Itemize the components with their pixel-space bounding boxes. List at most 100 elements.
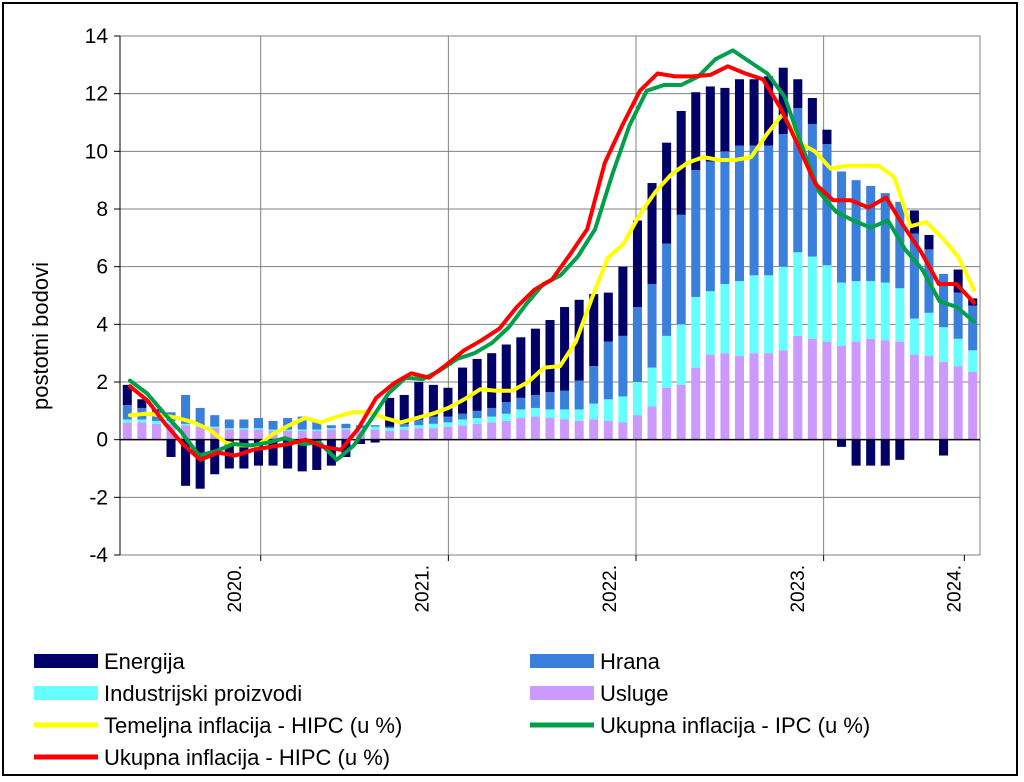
inflation-contributions-chart: -4 -2 0 2 4 6 8 10 12 14 2020. 2021. 2022. 2023. 2024…: [28, 25, 981, 770]
bar-energija: [909, 210, 919, 234]
bar-energija: [195, 439, 205, 489]
bar-usluge: [837, 345, 847, 440]
bar-hrana: [822, 144, 832, 266]
legend-swatch: [530, 686, 594, 700]
bar-usluge: [895, 341, 905, 440]
bar-industrijski-proizvodi: [501, 413, 511, 421]
x-tick-label: 2023.: [788, 565, 809, 613]
bar-hrana: [458, 413, 468, 420]
axes: [114, 35, 980, 561]
bar-industrijski-proizvodi: [122, 419, 132, 423]
bar-usluge: [720, 353, 730, 440]
bar-industrijski-proizvodi: [283, 429, 293, 432]
bar-usluge: [807, 338, 817, 440]
bar-usluge: [195, 426, 205, 440]
bar-energija: [428, 384, 438, 417]
y-tick-label: 2: [96, 371, 108, 394]
bar-usluge: [676, 384, 686, 440]
bar-industrijski-proizvodi: [355, 428, 366, 432]
bar-hrana: [530, 394, 540, 408]
bar-usluge: [443, 426, 453, 440]
bar-usluge: [516, 418, 526, 440]
bar-usluge: [589, 419, 599, 440]
legend-swatch: [34, 654, 98, 668]
bar-energija: [939, 439, 949, 456]
bar-industrijski-proizvodi: [880, 282, 890, 341]
bar-energija: [501, 344, 511, 403]
bar-hrana: [793, 108, 803, 253]
bar-energija: [924, 234, 934, 250]
bar-usluge: [414, 428, 424, 440]
bar-energija: [355, 439, 366, 444]
bar-usluge: [778, 350, 788, 440]
bar-usluge: [181, 425, 191, 440]
bar-energija: [385, 397, 395, 427]
bar-usluge: [968, 371, 978, 440]
bar-energija: [560, 307, 570, 391]
bar-usluge: [487, 422, 497, 440]
bar-energija: [458, 367, 468, 414]
bar-energija: [574, 299, 584, 381]
bar-industrijski-proizvodi: [530, 407, 540, 417]
bar-industrijski-proizvodi: [385, 428, 395, 432]
bar-usluge: [924, 356, 934, 440]
legend-label: Usluge: [600, 681, 668, 706]
bar-energija: [399, 394, 409, 424]
bar-energija: [181, 439, 191, 486]
bar-hrana: [647, 283, 657, 368]
bar-usluge: [691, 367, 701, 440]
bar-hrana: [181, 394, 191, 424]
bar-energija: [443, 387, 453, 417]
bar-hrana: [953, 292, 963, 339]
bar-industrijski-proizvodi: [822, 265, 832, 342]
bar-energija: [793, 79, 803, 109]
bar-energija: [210, 439, 220, 475]
bar-industrijski-proizvodi: [428, 423, 438, 429]
bar-hrana: [253, 418, 263, 429]
bar-industrijski-proizvodi: [866, 281, 876, 339]
bar-energija: [253, 439, 263, 466]
bar-hrana: [268, 420, 278, 430]
bar-energija: [472, 358, 482, 411]
bar-industrijski-proizvodi: [837, 282, 847, 346]
y-tick-label: 6: [96, 256, 108, 279]
legend-swatch: [530, 654, 594, 668]
bar-energija: [283, 439, 293, 469]
bar-hrana: [807, 123, 817, 257]
y-tick-label: 8: [96, 198, 108, 221]
bar-usluge: [647, 406, 657, 440]
legend: Energija Hrana Industrijski proizvodi Uslug…: [34, 649, 870, 770]
bar-hrana: [895, 201, 905, 289]
legend-label: Hrana: [600, 649, 661, 674]
bar-industrijski-proizvodi: [647, 367, 657, 407]
bar-hrana: [545, 392, 555, 410]
bar-hrana: [312, 420, 322, 430]
bar-hrana: [428, 416, 438, 424]
bar-energija: [312, 439, 322, 470]
legend-label: Energija: [104, 649, 185, 674]
bar-energija: [589, 294, 599, 367]
bar-usluge: [530, 416, 540, 440]
line-series: [128, 48, 976, 462]
bar-hrana: [676, 214, 686, 325]
bar-industrijski-proizvodi: [895, 288, 905, 342]
bar-usluge: [749, 353, 759, 440]
bar-energija: [705, 86, 715, 162]
bar-energija: [778, 67, 788, 135]
stacked-bars: [122, 67, 978, 489]
bar-usluge: [326, 429, 336, 440]
bar-usluge: [939, 361, 949, 440]
bar-hrana: [501, 402, 511, 414]
bar-energija: [618, 266, 628, 336]
bar-industrijski-proizvodi: [560, 409, 570, 420]
bar-industrijski-proizvodi: [778, 266, 788, 351]
bar-usluge: [151, 423, 161, 440]
bar-industrijski-proizvodi: [909, 318, 919, 355]
bar-industrijski-proizvodi: [953, 338, 963, 367]
bar-industrijski-proizvodi: [458, 419, 468, 426]
line-ukupna-inflacija-hipc-u-: [128, 64, 976, 462]
bar-industrijski-proizvodi: [603, 399, 613, 421]
plot-area: [119, 35, 981, 556]
bar-hrana: [778, 134, 788, 267]
